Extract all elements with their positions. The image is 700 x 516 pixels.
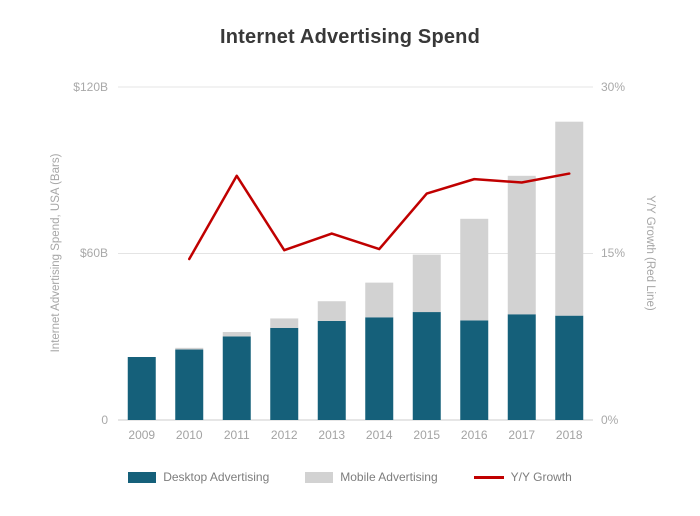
mobile-swatch-icon (305, 471, 334, 483)
legend: Desktop Advertising Mobile Advertising Y… (0, 470, 700, 484)
desktop-bar (555, 315, 584, 420)
x-axis-label: 2017 (508, 428, 536, 442)
x-axis-label: 2011 (223, 428, 250, 442)
x-axis-label: 2012 (270, 428, 298, 442)
legend-label: Mobile Advertising (340, 470, 438, 484)
x-axis-label: 2015 (413, 428, 441, 442)
mobile-bar (412, 254, 441, 313)
legend-item-mobile: Mobile Advertising (305, 470, 438, 484)
desktop-swatch-icon (128, 471, 157, 483)
x-axis-label: 2018 (555, 428, 583, 442)
x-axis-label: 2009 (128, 428, 156, 442)
desktop-bar (270, 327, 299, 420)
x-axis-label: 2014 (365, 428, 393, 442)
mobile-bar (222, 332, 251, 337)
desktop-bar (460, 320, 489, 420)
mobile-bar (175, 347, 204, 350)
desktop-bar (317, 320, 346, 420)
mobile-bar (270, 318, 299, 328)
right-axis-tick: 30% (601, 80, 626, 94)
mobile-bar (460, 218, 489, 321)
right-axis-tick: 0% (601, 413, 619, 427)
legend-item-desktop: Desktop Advertising (128, 470, 269, 484)
x-axis-label: 2016 (460, 428, 488, 442)
left-axis-tick: 0 (101, 413, 108, 427)
growth-line (188, 172, 571, 261)
legend-label: Desktop Advertising (163, 470, 270, 484)
left-axis-tick: $60B (79, 246, 108, 260)
desktop-bar (222, 336, 251, 420)
desktop-bar (127, 357, 156, 420)
mobile-bar (317, 301, 346, 321)
mobile-bar (555, 121, 584, 316)
growth-line-swatch-icon (473, 475, 504, 479)
desktop-bar (365, 317, 394, 420)
legend-item-growth: Y/Y Growth (473, 470, 572, 484)
chart-title: Internet Advertising Spend (219, 26, 481, 48)
x-axis-label: 2013 (318, 428, 346, 442)
legend-label: Y/Y Growth (510, 470, 572, 484)
desktop-bar (507, 314, 536, 420)
right-axis-tick: 15% (601, 246, 626, 260)
desktop-bar (412, 312, 441, 420)
x-axis-label: 2010 (175, 428, 203, 442)
left-axis-tick: $120B (73, 80, 108, 94)
desktop-bar (175, 349, 204, 420)
mobile-bar (507, 175, 536, 315)
x-axis-labels: 2009 2010 2011 2012 2013 2014 2015 2016 … (118, 428, 593, 442)
mobile-bar (365, 282, 394, 318)
